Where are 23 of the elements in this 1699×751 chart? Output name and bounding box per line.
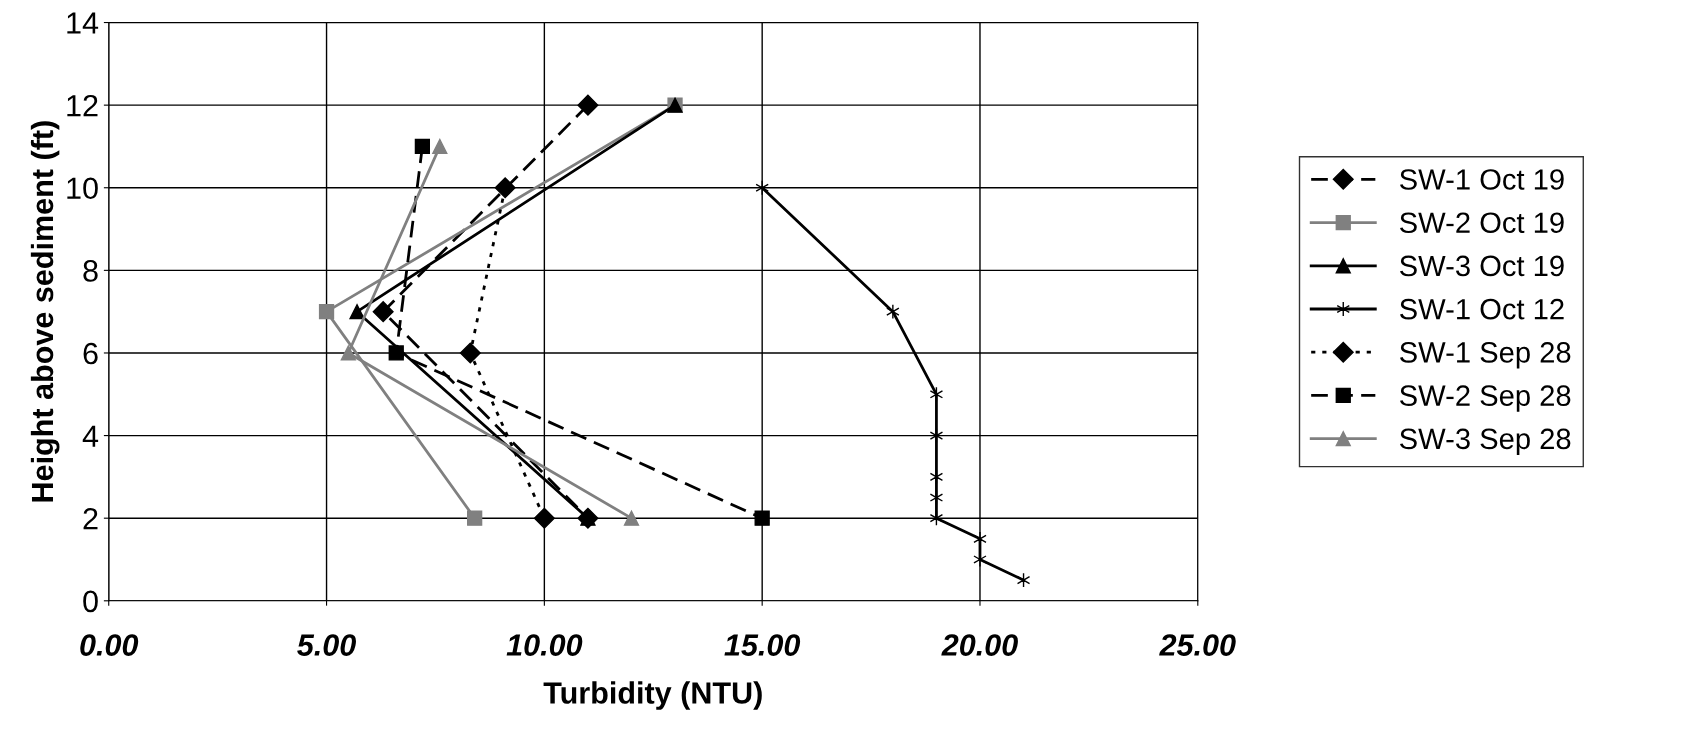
legend-label: SW-2 Sep 28 — [1400, 385, 1571, 412]
legend-label: SW-3 Sep 28 — [1400, 428, 1571, 455]
legend-label: SW-1 Sep 28 — [1400, 342, 1571, 369]
x-axis-title: Turbidity (NTU) — [543, 681, 762, 710]
x-tick-label: 10.00 — [506, 634, 583, 656]
y-tick-label: 4 — [82, 425, 99, 447]
x-tick-label: 20.00 — [941, 634, 1018, 656]
y-tick-label: 12 — [67, 94, 98, 117]
x-tick-label: 0.00 — [80, 634, 139, 656]
y-tick-label: 2 — [83, 507, 98, 530]
legend-label: SW-3 Oct 19 — [1400, 255, 1564, 277]
y-tick-label: 0 — [83, 590, 98, 613]
x-tick-label: 15.00 — [724, 634, 801, 656]
x-tick-label: 5.00 — [297, 634, 356, 656]
y-tick-label: 8 — [83, 260, 98, 282]
x-tick-label: 25.00 — [1159, 634, 1236, 656]
legend-label: SW-1 Oct 12 — [1400, 298, 1564, 320]
y-tick-label: 10 — [67, 177, 98, 200]
y-tick-label: 14 — [67, 12, 99, 34]
legend-label: SW-2 Oct 19 — [1400, 212, 1564, 234]
y-axis-title: Height above sediment (ft) — [30, 121, 60, 502]
y-tick-label: 6 — [83, 342, 98, 365]
legend-label: SW-1 Oct 19 — [1400, 169, 1564, 190]
